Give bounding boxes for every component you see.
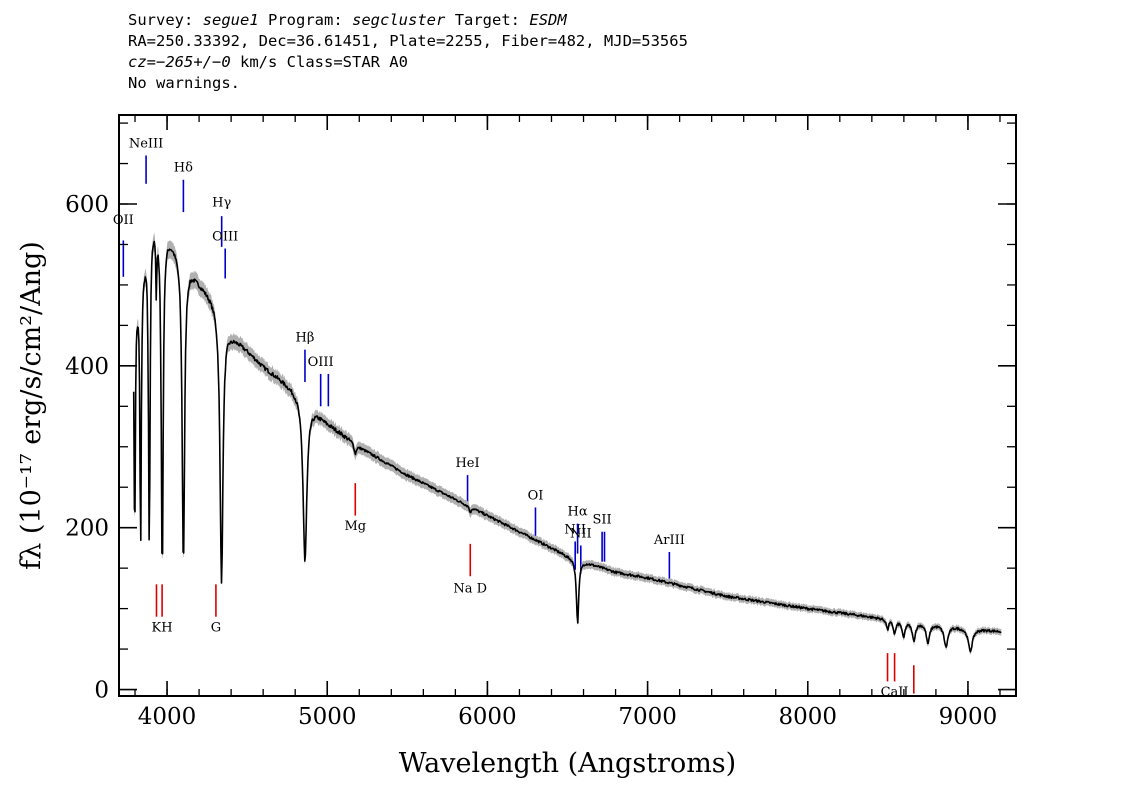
spectral-line-markers: OIINeIIIHδHγOIIIHβOIIIHeIOINIIHαNIISIIAr… [113, 136, 915, 700]
plot-frame [118, 114, 1017, 697]
emission-line-label: SII [593, 513, 612, 528]
target-label: Target: [454, 11, 521, 29]
emission-line-label: NII [570, 526, 592, 541]
emission-line-label: OIII [212, 229, 238, 244]
emission-line-label: OI [528, 488, 544, 503]
cz-unit-class: km/s Class=STAR A0 [240, 53, 408, 71]
emission-line-label: OIII [308, 355, 334, 370]
cz-value: cz=−265+/−0 [128, 53, 231, 71]
absorption-line-label: Na D [453, 581, 487, 596]
y-tick-label: 400 [65, 354, 109, 380]
program-value: segcluster [352, 11, 446, 29]
target-value: ESDM [529, 11, 567, 29]
absorption-line-label: KH [152, 620, 173, 635]
header-line-4: No warnings. [128, 74, 240, 92]
y-tick-label: 0 [94, 678, 109, 704]
x-tick-label: 7000 [618, 704, 677, 730]
header-line-3: cz=−265+/−0 km/s Class=STAR A0 [128, 52, 688, 73]
spectrum-error-band [133, 232, 1002, 655]
spectrum-series [132, 232, 1002, 655]
x-tick-label: 8000 [778, 704, 837, 730]
emission-line-label: Hδ [174, 161, 193, 176]
spectrum-header: Survey: segue1 Program: segcluster Targe… [128, 10, 688, 94]
x-tick-label: 5000 [298, 704, 357, 730]
y-tick-label: 600 [65, 192, 109, 218]
y-axis-title: fλ (10⁻¹⁷ erg/s/cm²/Ang) [16, 241, 47, 570]
absorption-line-label: Mg [344, 519, 366, 534]
x-tick-label: 9000 [939, 704, 998, 730]
spectrum-line [132, 240, 1002, 653]
x-axis-title: Wavelength (Angstroms) [399, 748, 736, 779]
x-tick-label: 6000 [458, 704, 517, 730]
plot-axes: 4000 5000 6000 7000 8000 9000 0 200 400 600 [65, 114, 1017, 730]
header-line-2: RA=250.33392, Dec=36.61451, Plate=2255, … [128, 32, 688, 50]
emission-line-label: NII [564, 522, 586, 537]
emission-line-label: Hα [568, 505, 588, 520]
header-line-1: Survey: segue1 Program: segcluster Targe… [128, 10, 688, 31]
emission-line-label: ArIII [653, 533, 685, 548]
y-tick-label: 200 [65, 516, 109, 542]
emission-line-label: OII [113, 213, 134, 228]
survey-value: segue1 [202, 11, 259, 29]
emission-line-label: NeIII [129, 136, 163, 151]
program-label: Program: [268, 11, 343, 29]
x-tick-label: 4000 [138, 704, 197, 730]
survey-label: Survey: [128, 11, 194, 29]
emission-line-label: Hβ [296, 331, 315, 346]
emission-line-label: Hγ [212, 195, 231, 210]
absorption-line-label: G [211, 620, 221, 635]
emission-line-label: HeI [455, 456, 479, 471]
